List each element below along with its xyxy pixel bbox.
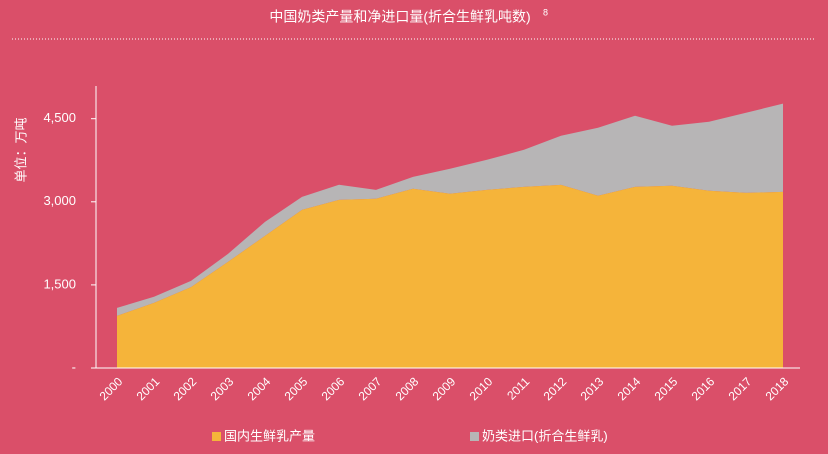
x-tick-label: 2007 bbox=[356, 374, 385, 403]
x-tick-label: 2012 bbox=[541, 374, 570, 403]
x-tick-label: 2000 bbox=[97, 374, 126, 403]
area bbox=[117, 103, 783, 316]
y-tick-label: 4,500 bbox=[43, 110, 76, 125]
legend-swatch bbox=[470, 432, 479, 441]
x-tick-label: 2018 bbox=[763, 374, 792, 403]
x-tick-label: 2011 bbox=[504, 374, 532, 402]
title-note: 8 bbox=[543, 7, 548, 17]
x-tick-label: 2001 bbox=[134, 374, 163, 403]
x-tick-label: 2008 bbox=[393, 374, 422, 403]
x-tick-label: 2003 bbox=[208, 374, 237, 403]
chart-title: 中国奶类产量和净进口量(折合生鲜乳吨数) bbox=[269, 9, 530, 25]
x-tick-label: 2004 bbox=[245, 374, 274, 403]
legend-swatch bbox=[212, 432, 221, 441]
y-tick-label: 3,000 bbox=[43, 193, 76, 208]
area bbox=[117, 184, 783, 368]
legend-label: 国内生鲜乳产量 bbox=[224, 428, 315, 443]
x-tick-label: 2016 bbox=[689, 374, 718, 403]
x-tick-label: 2002 bbox=[171, 374, 200, 403]
x-tick-label: 2014 bbox=[615, 374, 644, 403]
x-tick-label: 2009 bbox=[430, 374, 459, 403]
legend-label: 奶类进口(折合生鲜乳) bbox=[482, 428, 608, 443]
x-tick-label: 2005 bbox=[282, 374, 311, 403]
x-tick-label: 2010 bbox=[467, 374, 496, 403]
x-tick-label: 2013 bbox=[578, 374, 607, 403]
y-tick-label: - bbox=[72, 359, 76, 374]
y-tick-label: 1,500 bbox=[43, 276, 76, 291]
x-tick-label: 2017 bbox=[726, 374, 755, 403]
x-tick-label: 2006 bbox=[319, 374, 348, 403]
y-axis-label: 单位：万吨 bbox=[13, 117, 28, 182]
x-tick-label: 2015 bbox=[652, 374, 681, 403]
